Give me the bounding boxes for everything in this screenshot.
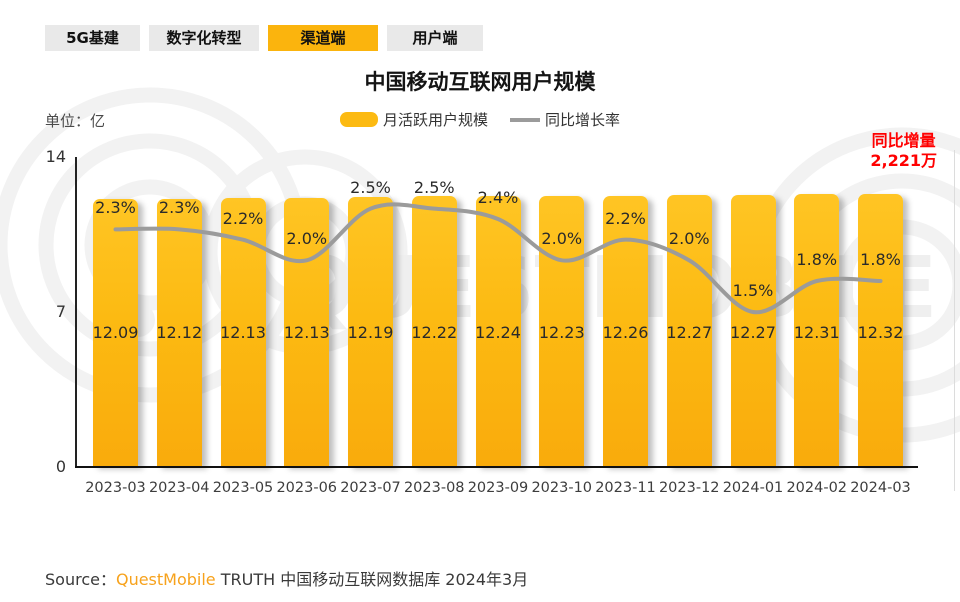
chart-title: 中国移动互联网用户规模 (364, 70, 596, 94)
growth-rate-label: 1.8% (860, 250, 901, 269)
yoy-increment-annotation: 同比增量 2,221万 (870, 131, 937, 171)
y-axis-tick: 14 (45, 147, 66, 166)
chart-legend: 月活跃用户规模 同比增长率 (0, 109, 960, 130)
bar-value-label: 12.27 (666, 323, 713, 342)
bar-value-label: 12.27 (730, 323, 776, 342)
secondary-axis-line (954, 150, 955, 491)
bar-value-label: 12.22 (411, 323, 458, 342)
tab-digital-transformation[interactable]: 数字化转型 (149, 25, 259, 51)
x-axis-label: 2024-02 (786, 480, 848, 496)
x-axis-line (75, 466, 918, 468)
source-line: Source：QuestMobile TRUTH 中国移动互联网数据库 2024… (45, 566, 528, 590)
x-axis-label: 2023-09 (467, 480, 529, 496)
bar-legend-swatch (339, 112, 378, 127)
x-axis-label: 2024-03 (850, 480, 911, 496)
x-axis-label: 2024-01 (722, 480, 784, 496)
growth-rate-label: 2.5% (413, 177, 455, 197)
x-axis-label: 2023-08 (403, 480, 465, 496)
growth-rate-label: 1.8% (796, 250, 838, 269)
bar-legend-label: 月活跃用户规模 (382, 111, 488, 129)
x-axis-label: 2023-12 (658, 480, 720, 496)
growth-rate-label: 2.3% (158, 198, 200, 218)
tab-5g-infra[interactable]: 5G基建 (45, 25, 140, 51)
growth-rate-label: 2.2% (605, 208, 646, 228)
x-axis-label: 2023-11 (595, 480, 656, 496)
bar-value-label: 12.26 (602, 323, 649, 342)
yoy-increment-value: 2,221万 (870, 151, 937, 170)
x-axis-label: 2023-05 (212, 480, 274, 496)
y-axis-tick: 7 (55, 302, 66, 321)
line-legend-label: 同比增长率 (545, 111, 621, 129)
y-axis-tick: 0 (55, 457, 66, 476)
bar-value-label: 12.13 (220, 323, 266, 342)
x-axis-label: 2023-04 (148, 480, 210, 496)
growth-rate-label: 1.5% (732, 281, 774, 300)
source-prefix: Source： (45, 570, 116, 589)
line-legend-swatch (510, 117, 540, 122)
growth-rate-label: 2.2% (222, 208, 264, 228)
bar-value-label: 12.12 (156, 323, 203, 342)
x-axis-label: 2023-10 (531, 480, 593, 496)
x-axis-label: 2023-06 (276, 480, 338, 496)
bar-value-label: 12.24 (475, 323, 521, 342)
bar-value-label: 12.23 (538, 323, 585, 342)
yoy-increment-title: 同比增量 (871, 131, 936, 150)
source-rest: TRUTH 中国移动互联网数据库 2024年3月 (215, 570, 529, 589)
x-axis-label: 2023-03 (85, 480, 146, 496)
growth-rate-label: 2.0% (541, 229, 583, 249)
y-axis-line (75, 157, 77, 467)
tab-bar: 5G基建 数字化转型 渠道端 用户端 (45, 25, 483, 51)
x-axis-label: 2023-07 (340, 480, 401, 496)
bar-value-label: 12.31 (793, 323, 840, 342)
source-brand: QuestMobile (115, 570, 216, 589)
growth-rate-label: 2.3% (95, 198, 136, 218)
bar-value-label: 12.19 (347, 323, 394, 342)
growth-rate-label: 2.5% (350, 177, 391, 197)
growth-rate-label: 2.4% (477, 188, 519, 207)
tab-user[interactable]: 用户端 (387, 25, 483, 51)
tab-channel[interactable]: 渠道端 (268, 25, 378, 51)
bar-value-label: 12.09 (92, 323, 139, 342)
bar-value-label: 12.32 (857, 323, 904, 342)
growth-rate-label: 2.0% (286, 229, 328, 249)
bar-value-label: 12.13 (283, 323, 330, 342)
growth-rate-label: 2.0% (668, 229, 710, 249)
